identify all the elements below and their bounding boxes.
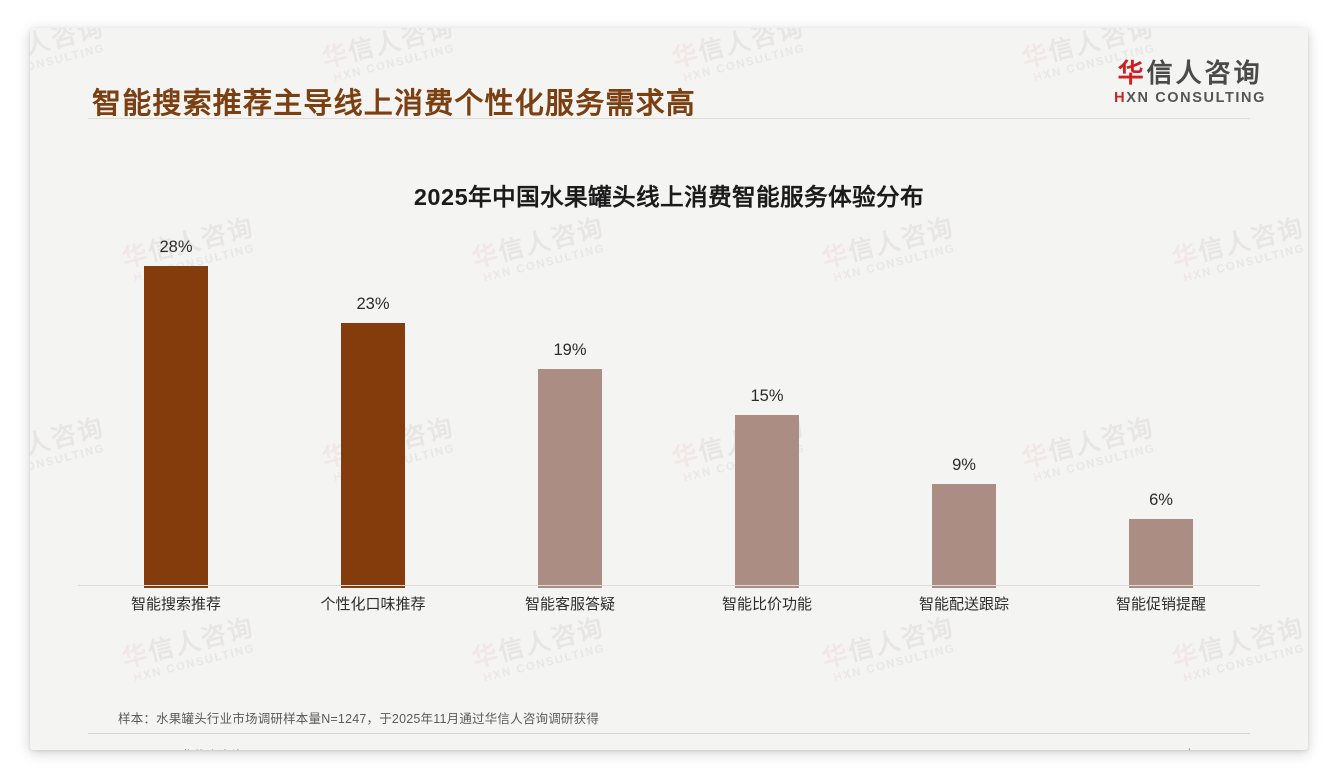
bar-rect[interactable] xyxy=(341,323,405,588)
bar-column[interactable]: 9% xyxy=(932,456,996,588)
footer-divider xyxy=(88,733,1250,734)
bar-rect[interactable] xyxy=(932,484,996,588)
bar-value-label: 9% xyxy=(952,456,976,474)
bar-column[interactable]: 23% xyxy=(341,295,405,588)
bar-column[interactable]: 6% xyxy=(1129,491,1193,588)
bar-slot: 23% xyxy=(275,243,471,588)
bar-rect[interactable] xyxy=(538,369,602,588)
header-divider xyxy=(88,118,1250,119)
copyright-text: ©2026.1 HXR华信人咨询 xyxy=(104,745,244,750)
bar-slot: 9% xyxy=(866,243,1062,588)
bar-value-label: 6% xyxy=(1149,491,1173,509)
bar-slot: 15% xyxy=(669,243,865,588)
website-url: www.hxrcon.com xyxy=(1159,746,1250,750)
x-axis-label: 智能比价功能 xyxy=(721,596,812,613)
sample-note: 样本：水果罐头行业市场调研样本量N=1247，于2025年11月通过华信人咨询调… xyxy=(118,712,600,726)
bar-value-label: 15% xyxy=(750,387,784,405)
brand-logo: 华信人咨询 HXN CONSULTING xyxy=(1114,58,1266,106)
bar-value-label: 23% xyxy=(356,295,390,313)
x-axis-label: 智能配送跟踪 xyxy=(918,596,1009,613)
chart-plot-area: 28% 23% 19% 15% 9% 6% xyxy=(78,238,1260,588)
bar-column[interactable]: 28% xyxy=(144,238,208,588)
bar-value-label: 19% xyxy=(553,341,587,359)
bar-rect[interactable] xyxy=(144,266,208,588)
chart-axis-baseline xyxy=(78,585,1260,586)
x-axis-label: 个性化口味推荐 xyxy=(320,596,426,613)
logo-english-text: HXN CONSULTING xyxy=(1114,90,1266,106)
logo-en-accent: H xyxy=(1114,90,1127,107)
x-axis-label: 智能客服答疑 xyxy=(524,596,615,613)
chart-x-axis-labels: 智能搜索推荐 个性化口味推荐 智能客服答疑 智能比价功能 智能配送跟踪 智能促销提醒 xyxy=(78,593,1260,623)
bar-slot: 6% xyxy=(1063,243,1259,588)
chart-title: 2025年中国水果罐头线上消费智能服务体验分布 xyxy=(413,184,925,210)
page-title: 智能搜索推荐主导线上消费个性化服务需求高 xyxy=(92,88,697,120)
bar-column[interactable]: 15% xyxy=(735,387,799,588)
bar-slot: 19% xyxy=(472,243,668,588)
logo-chinese-text: 华信人咨询 xyxy=(1114,58,1266,88)
bar-slot: 28% xyxy=(78,238,274,588)
logo-en-rest: XN CONSULTING xyxy=(1126,90,1266,107)
x-axis-label: 智能促销提醒 xyxy=(1115,596,1206,613)
bar-rect[interactable] xyxy=(735,415,799,588)
logo-rest-chars: 信人咨询 xyxy=(1146,58,1263,88)
slide-header: 智能搜索推荐主导线上消费个性化服务需求高 xyxy=(30,28,1308,120)
bar-rect[interactable] xyxy=(1129,519,1193,588)
logo-accent-char: 华 xyxy=(1117,58,1147,88)
x-axis-label: 智能搜索推荐 xyxy=(130,596,221,613)
bar-column[interactable]: 19% xyxy=(538,341,602,588)
bar-value-label: 28% xyxy=(159,238,193,256)
